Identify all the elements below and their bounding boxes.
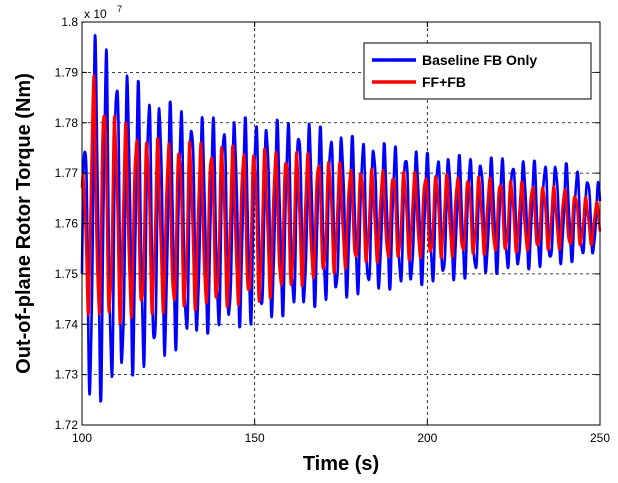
x-tick-label: 100 bbox=[72, 431, 92, 445]
x-tick-label: 250 bbox=[590, 431, 610, 445]
x-tick-label: 150 bbox=[245, 431, 265, 445]
legend-box bbox=[363, 42, 592, 100]
legend-entry-label: FF+FB bbox=[422, 74, 466, 90]
labels: 100 150 200 250 1.72 1.73 1.74 1.75 1.76 1.77 1.78… bbox=[13, 4, 610, 475]
x-axis-label: Time (s) bbox=[303, 453, 379, 475]
x-tick-label: 200 bbox=[417, 431, 437, 445]
ticks bbox=[81, 21, 601, 426]
y-tick-label: 1.77 bbox=[55, 166, 79, 180]
y-tick-label: 1.73 bbox=[55, 368, 79, 382]
y-tick-label: 1.76 bbox=[55, 217, 79, 231]
series-line-baseline-fb-only bbox=[80, 34, 602, 403]
y-tick-label: 1.79 bbox=[55, 65, 79, 79]
y-tick-label: 1.74 bbox=[55, 317, 79, 331]
legend-entry-label: Baseline FB Only bbox=[422, 52, 537, 68]
legend: Baseline FB Only FF+FB bbox=[363, 42, 592, 100]
y-axis-label: Out-of-plane Rotor Torque (Nm) bbox=[13, 73, 35, 374]
series-line-ff-fb bbox=[80, 74, 602, 325]
y-tick-label: 1.78 bbox=[55, 116, 79, 130]
y-multiplier-exponent: 7 bbox=[117, 4, 122, 14]
y-tick-label: 1.75 bbox=[55, 267, 79, 281]
y-tick-label: 1.72 bbox=[55, 418, 79, 432]
y-tick-label: 1.8 bbox=[61, 15, 78, 29]
y-multiplier-label: x 10 bbox=[84, 7, 107, 21]
series-layer bbox=[80, 34, 602, 403]
